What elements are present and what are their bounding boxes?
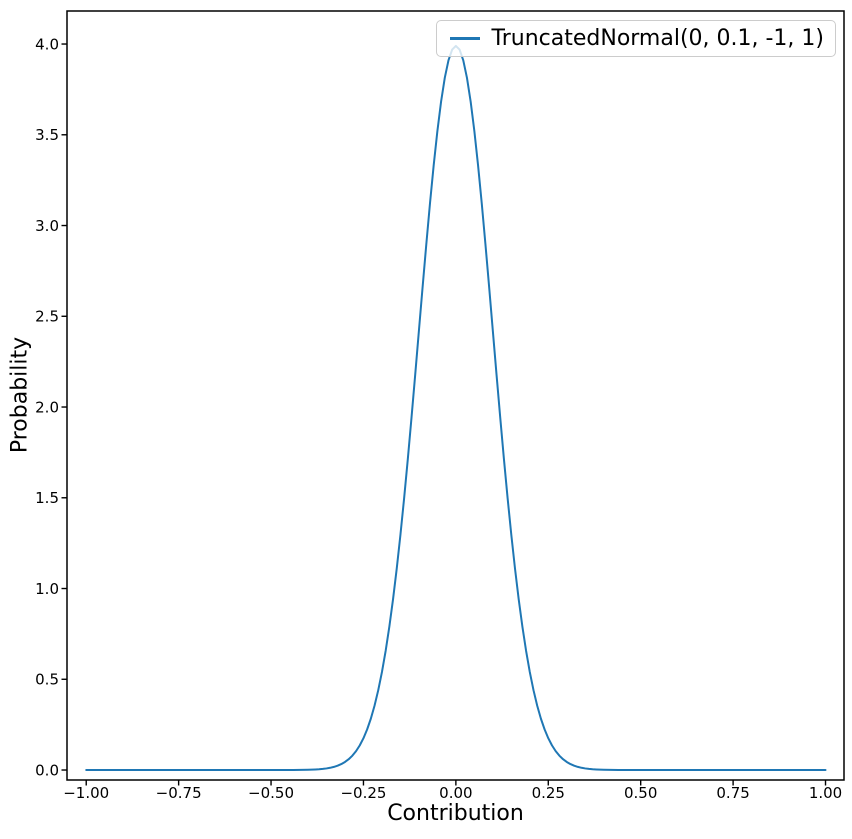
x-tick-label: −1.00 (63, 784, 109, 802)
x-tick-label: 0.25 (532, 784, 565, 802)
plot-border (66, 10, 845, 781)
y-tick-label: 3.0 (35, 217, 59, 235)
y-tick-label: 0.0 (35, 761, 59, 779)
y-tick-label: 1.0 (35, 580, 59, 598)
x-tick-label: 0.00 (439, 784, 472, 802)
legend-entry-label: TruncatedNormal(0, 0.1, -1, 1) (491, 26, 824, 51)
x-axis-label: Contribution (387, 801, 524, 826)
y-tick-label: 3.5 (35, 126, 59, 144)
y-tick-label: 2.5 (35, 308, 59, 326)
y-tick-label: 2.0 (35, 398, 59, 416)
legend: TruncatedNormal(0, 0.1, -1, 1) (435, 20, 836, 57)
x-tick-label: −0.75 (156, 784, 202, 802)
y-tick-label: 1.5 (35, 489, 59, 507)
x-tick-label: 0.50 (624, 784, 657, 802)
y-axis-label: Probability (7, 336, 33, 454)
x-tick-label: −0.50 (248, 784, 294, 802)
y-tick-label: 4.0 (35, 35, 59, 53)
x-tick-label: 0.75 (716, 784, 749, 802)
distribution-curve (85, 44, 827, 772)
x-tick-label: 1.00 (809, 784, 842, 802)
y-tick-label: 0.5 (35, 671, 59, 689)
legend-line-sample (449, 37, 480, 40)
x-tick-label: −0.25 (340, 784, 386, 802)
